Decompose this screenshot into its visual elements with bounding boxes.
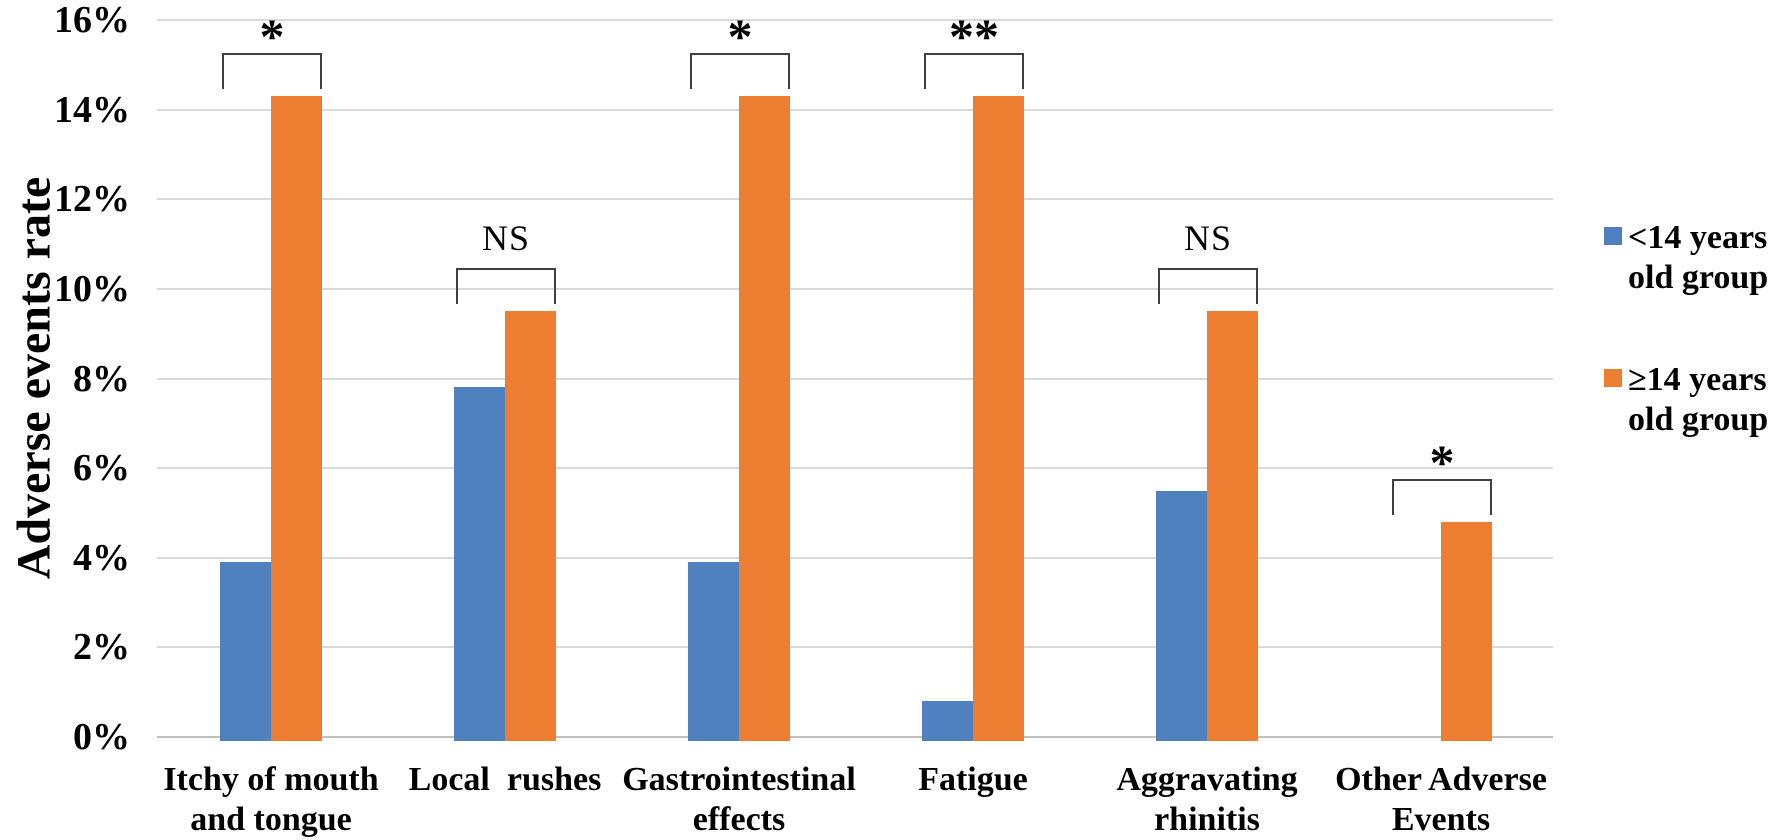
x-category-label-line: Events xyxy=(1391,801,1491,838)
gridline xyxy=(157,646,1553,649)
bar-under14-group1 xyxy=(454,387,505,741)
x-category-label: Gastrointestinal effects xyxy=(589,760,889,840)
y-tick-label: 6% xyxy=(73,447,130,490)
x-category-label-line: effects xyxy=(692,801,786,838)
x-category-label-line: and tongue xyxy=(190,801,352,838)
gridline xyxy=(157,287,1553,290)
y-tick-label: 12% xyxy=(54,178,130,221)
bar-under14-group2 xyxy=(688,562,739,741)
significance-bracket xyxy=(1392,478,1492,515)
significance-bracket xyxy=(456,268,556,305)
significance-label: ** xyxy=(949,8,999,65)
x-category-label-line: Fatigue xyxy=(918,761,1028,798)
significance-label: NS xyxy=(1183,218,1233,259)
bar-over14-group0 xyxy=(271,96,322,741)
significance-label: * xyxy=(259,8,285,65)
gridline xyxy=(157,19,1553,21)
significance-label: NS xyxy=(481,218,531,259)
x-category-label-line: rhinitis xyxy=(1154,801,1260,838)
x-category-label-line: Gastrointestinal xyxy=(622,761,856,798)
bar-over14-group2 xyxy=(739,96,790,741)
gridline xyxy=(157,198,1553,201)
y-tick-label: 14% xyxy=(54,88,130,131)
bar-under14-group4 xyxy=(1156,490,1207,741)
y-tick-label: 8% xyxy=(73,357,130,400)
significance-label: * xyxy=(1429,433,1455,490)
significance-bracket xyxy=(690,53,790,90)
x-category-label: Itchy of mouth and tongue xyxy=(121,760,421,840)
x-category-label: Other Adverse Events xyxy=(1291,760,1591,840)
bar-under14-group3 xyxy=(922,701,973,741)
y-tick-label: 4% xyxy=(73,536,130,579)
gridline xyxy=(157,377,1553,380)
bar-over14-group1 xyxy=(505,311,556,741)
bar-over14-group3 xyxy=(973,96,1024,741)
x-axis-line xyxy=(157,736,1553,738)
y-tick-label: 10% xyxy=(54,267,130,310)
x-category-label-line: Itchy of mouth xyxy=(163,761,379,798)
significance-bracket xyxy=(1158,268,1258,305)
y-tick-label: 16% xyxy=(54,0,130,41)
x-category-label-line: Other Adverse xyxy=(1335,761,1547,798)
significance-bracket xyxy=(222,53,322,90)
x-category-label: Aggravating rhinitis xyxy=(1057,760,1357,840)
y-tick-label: 2% xyxy=(73,626,130,669)
x-category-label-line: Aggravating xyxy=(1116,761,1298,798)
bar-over14-group5 xyxy=(1441,521,1492,741)
gridline xyxy=(157,467,1553,470)
significance-bracket xyxy=(924,53,1024,90)
significance-label: * xyxy=(727,8,753,65)
bar-under14-group0 xyxy=(220,562,271,741)
y-tick-label: 0% xyxy=(73,716,130,758)
x-category-label-line: Local rushes xyxy=(408,761,602,798)
gridline xyxy=(157,108,1553,111)
bar-over14-group4 xyxy=(1207,311,1258,741)
x-category-label: Local rushes xyxy=(355,760,655,800)
gridline xyxy=(157,556,1553,559)
x-category-label: Fatigue xyxy=(823,760,1123,800)
